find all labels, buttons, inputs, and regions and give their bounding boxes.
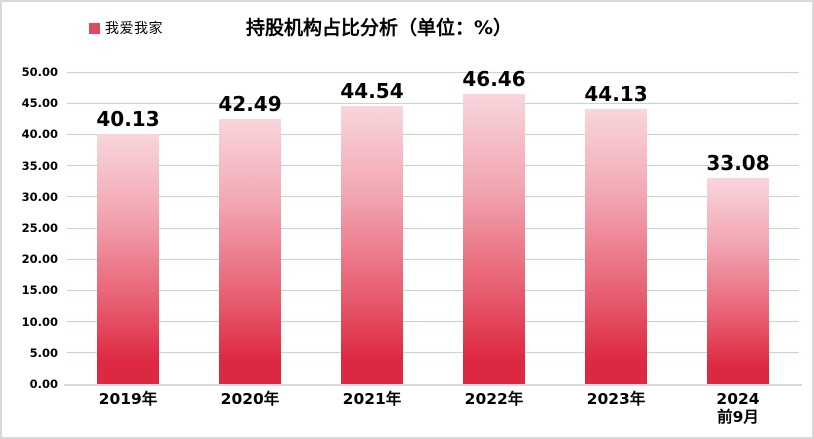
bar-2019年 xyxy=(97,133,159,384)
x-tick-label: 2020年 xyxy=(220,390,280,408)
y-tick-label: 20.00 xyxy=(21,252,58,267)
gridline xyxy=(67,289,799,291)
x-tick-label: 2019年 xyxy=(98,390,158,408)
y-tick-label: 50.00 xyxy=(21,65,58,79)
bar-2020年 xyxy=(219,118,281,384)
gridline xyxy=(67,352,799,354)
bar-value-label: 44.54 xyxy=(340,79,404,104)
y-tick-label: 30.00 xyxy=(21,189,58,204)
bar-value-label: 46.46 xyxy=(462,67,526,92)
legend-label: 我爱我家 xyxy=(105,21,163,37)
y-tick-label: 5.00 xyxy=(29,345,58,360)
y-tick-label: 45.00 xyxy=(21,96,58,111)
legend: 我爱我家 xyxy=(89,17,163,39)
bar-value-label: 44.13 xyxy=(584,81,648,106)
y-tick-label: 25.00 xyxy=(21,221,58,235)
gridline xyxy=(67,258,799,260)
y-tick-label: 10.00 xyxy=(21,314,58,329)
gridline xyxy=(67,71,799,73)
bar-2024前9月 xyxy=(707,177,769,384)
x-tick-label: 2021年 xyxy=(342,390,402,408)
legend-swatch-icon xyxy=(89,22,100,34)
gridline xyxy=(67,102,799,104)
bar-value-label: 42.49 xyxy=(218,91,282,116)
gridline xyxy=(67,321,799,323)
y-tick-label: 40.00 xyxy=(21,127,58,142)
bar-2021年 xyxy=(341,106,403,384)
y-tick-label: 0.00 xyxy=(29,377,58,391)
x-axis-line xyxy=(64,384,802,386)
gridline xyxy=(67,227,799,229)
x-tick-label: 2023年 xyxy=(586,390,646,408)
chart-title: 持股机构占比分析（单位：%） xyxy=(245,17,513,39)
gridline xyxy=(67,165,799,167)
gridline xyxy=(67,196,799,198)
gridline xyxy=(67,133,799,135)
x-tick-label: 2024 前9月 xyxy=(716,390,760,426)
bar-value-label: 40.13 xyxy=(96,106,160,131)
x-tick-label: 2022年 xyxy=(464,390,524,408)
bar-value-label: 33.08 xyxy=(706,150,770,175)
plot-area: 40.13 42.49 44.54 46.46 44.13 33.08 xyxy=(64,68,802,386)
y-axis: 0.00 5.00 10.00 15.00 20.00 25.00 30.00 35.00 40… xyxy=(2,65,58,391)
x-axis: 2019年 2020年 2021年 2022年 2023年 2024 前9月 xyxy=(67,390,799,436)
bar-2023年 xyxy=(585,108,647,384)
bar-2022年 xyxy=(463,94,525,384)
y-tick-label: 15.00 xyxy=(21,283,58,298)
y-tick-label: 35.00 xyxy=(21,158,58,173)
